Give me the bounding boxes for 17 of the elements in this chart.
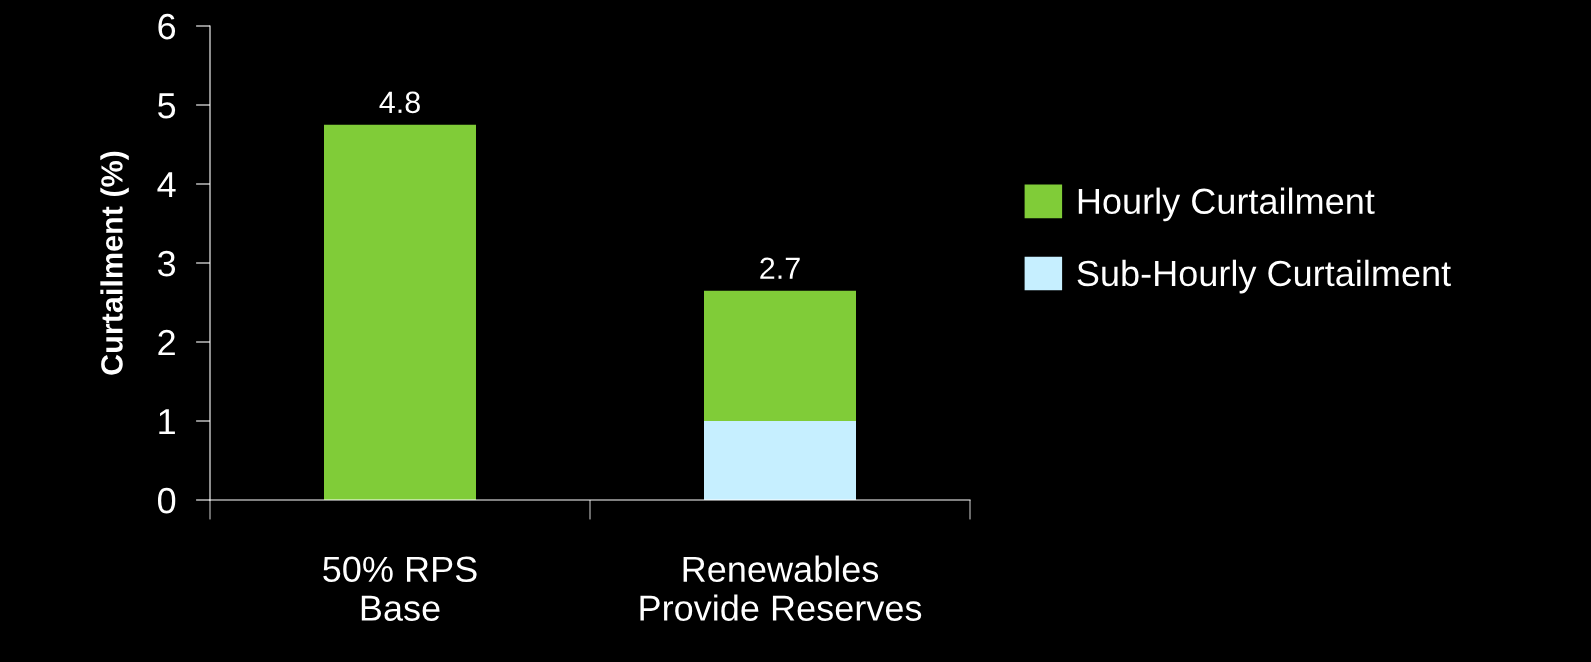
x-tick-label: Renewables Provide Reserves	[640, 555, 922, 621]
total-label: 4.8	[379, 91, 420, 114]
y-axis-title: Curtailment (%)	[100, 151, 129, 375]
legend-label: Hourly Curtailment	[1078, 187, 1375, 222]
y-tick-label: 5	[158, 93, 176, 119]
y-tick-label: 6	[158, 13, 176, 40]
y-tick-label: 3	[157, 250, 176, 277]
total-label: 2.7	[760, 257, 800, 279]
y-tick-label: 2	[158, 329, 175, 356]
legend-label: Sub-Hourly Curtailment	[1077, 259, 1451, 294]
y-tick-label: 4	[157, 172, 176, 198]
y-tick-label: 1	[159, 409, 175, 435]
bar	[324, 124, 476, 500]
y-tick-label: 0	[158, 487, 176, 514]
x-tick-label: 50% RPS Base	[323, 556, 477, 621]
bar	[704, 290, 856, 421]
bar	[704, 421, 856, 500]
